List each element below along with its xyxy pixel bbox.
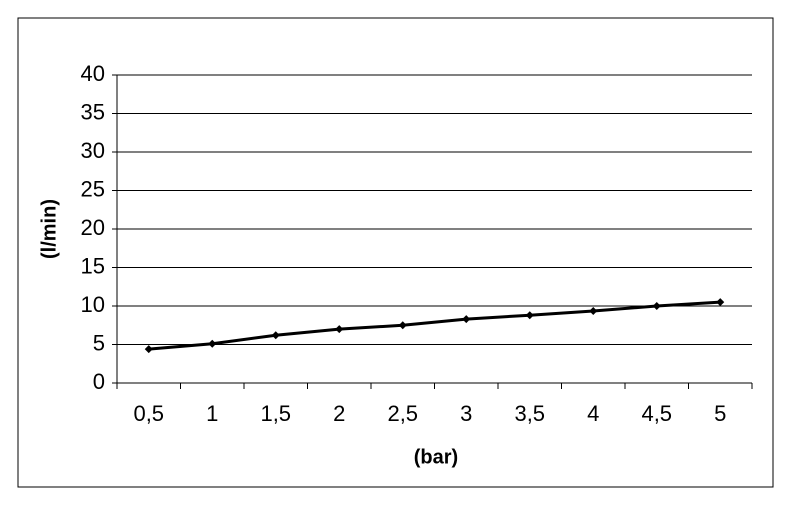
chart-frame xyxy=(17,17,774,488)
y-tick-label: 40 xyxy=(81,61,105,86)
data-point xyxy=(144,345,153,354)
data-point xyxy=(716,298,725,307)
data-point xyxy=(335,325,344,334)
data-point xyxy=(652,302,661,310)
y-axis-title: (l/min) xyxy=(38,199,60,259)
data-point xyxy=(525,311,534,320)
y-tick-label: 30 xyxy=(81,138,105,163)
data-point xyxy=(589,307,598,316)
x-tick-label: 3 xyxy=(460,401,472,426)
x-tick-label: 4,5 xyxy=(641,401,672,426)
y-tick-label: 25 xyxy=(81,176,105,201)
x-tick-label: 5 xyxy=(714,401,726,426)
x-tick-label: 3,5 xyxy=(514,401,545,426)
x-tick-label: 1 xyxy=(206,401,218,426)
data-point xyxy=(208,339,217,348)
x-axis-title: (bar) xyxy=(414,446,458,468)
data-point xyxy=(271,331,280,340)
y-tick-label: 0 xyxy=(93,369,105,394)
data-line xyxy=(148,300,721,351)
y-tick-label: 15 xyxy=(81,253,105,278)
y-tick-label: 35 xyxy=(81,99,105,124)
x-tick-label: 2 xyxy=(333,401,345,426)
data-point xyxy=(398,321,407,330)
y-tick-label: 20 xyxy=(81,215,105,240)
y-tick-label: 5 xyxy=(93,330,105,355)
data-point xyxy=(462,315,471,324)
x-tick-label: 2,5 xyxy=(387,401,418,426)
x-tick-label: 0,5 xyxy=(133,401,164,426)
x-tick-label: 1,5 xyxy=(260,401,291,426)
y-tick-label: 10 xyxy=(81,292,105,317)
x-tick-label: 4 xyxy=(587,401,599,426)
